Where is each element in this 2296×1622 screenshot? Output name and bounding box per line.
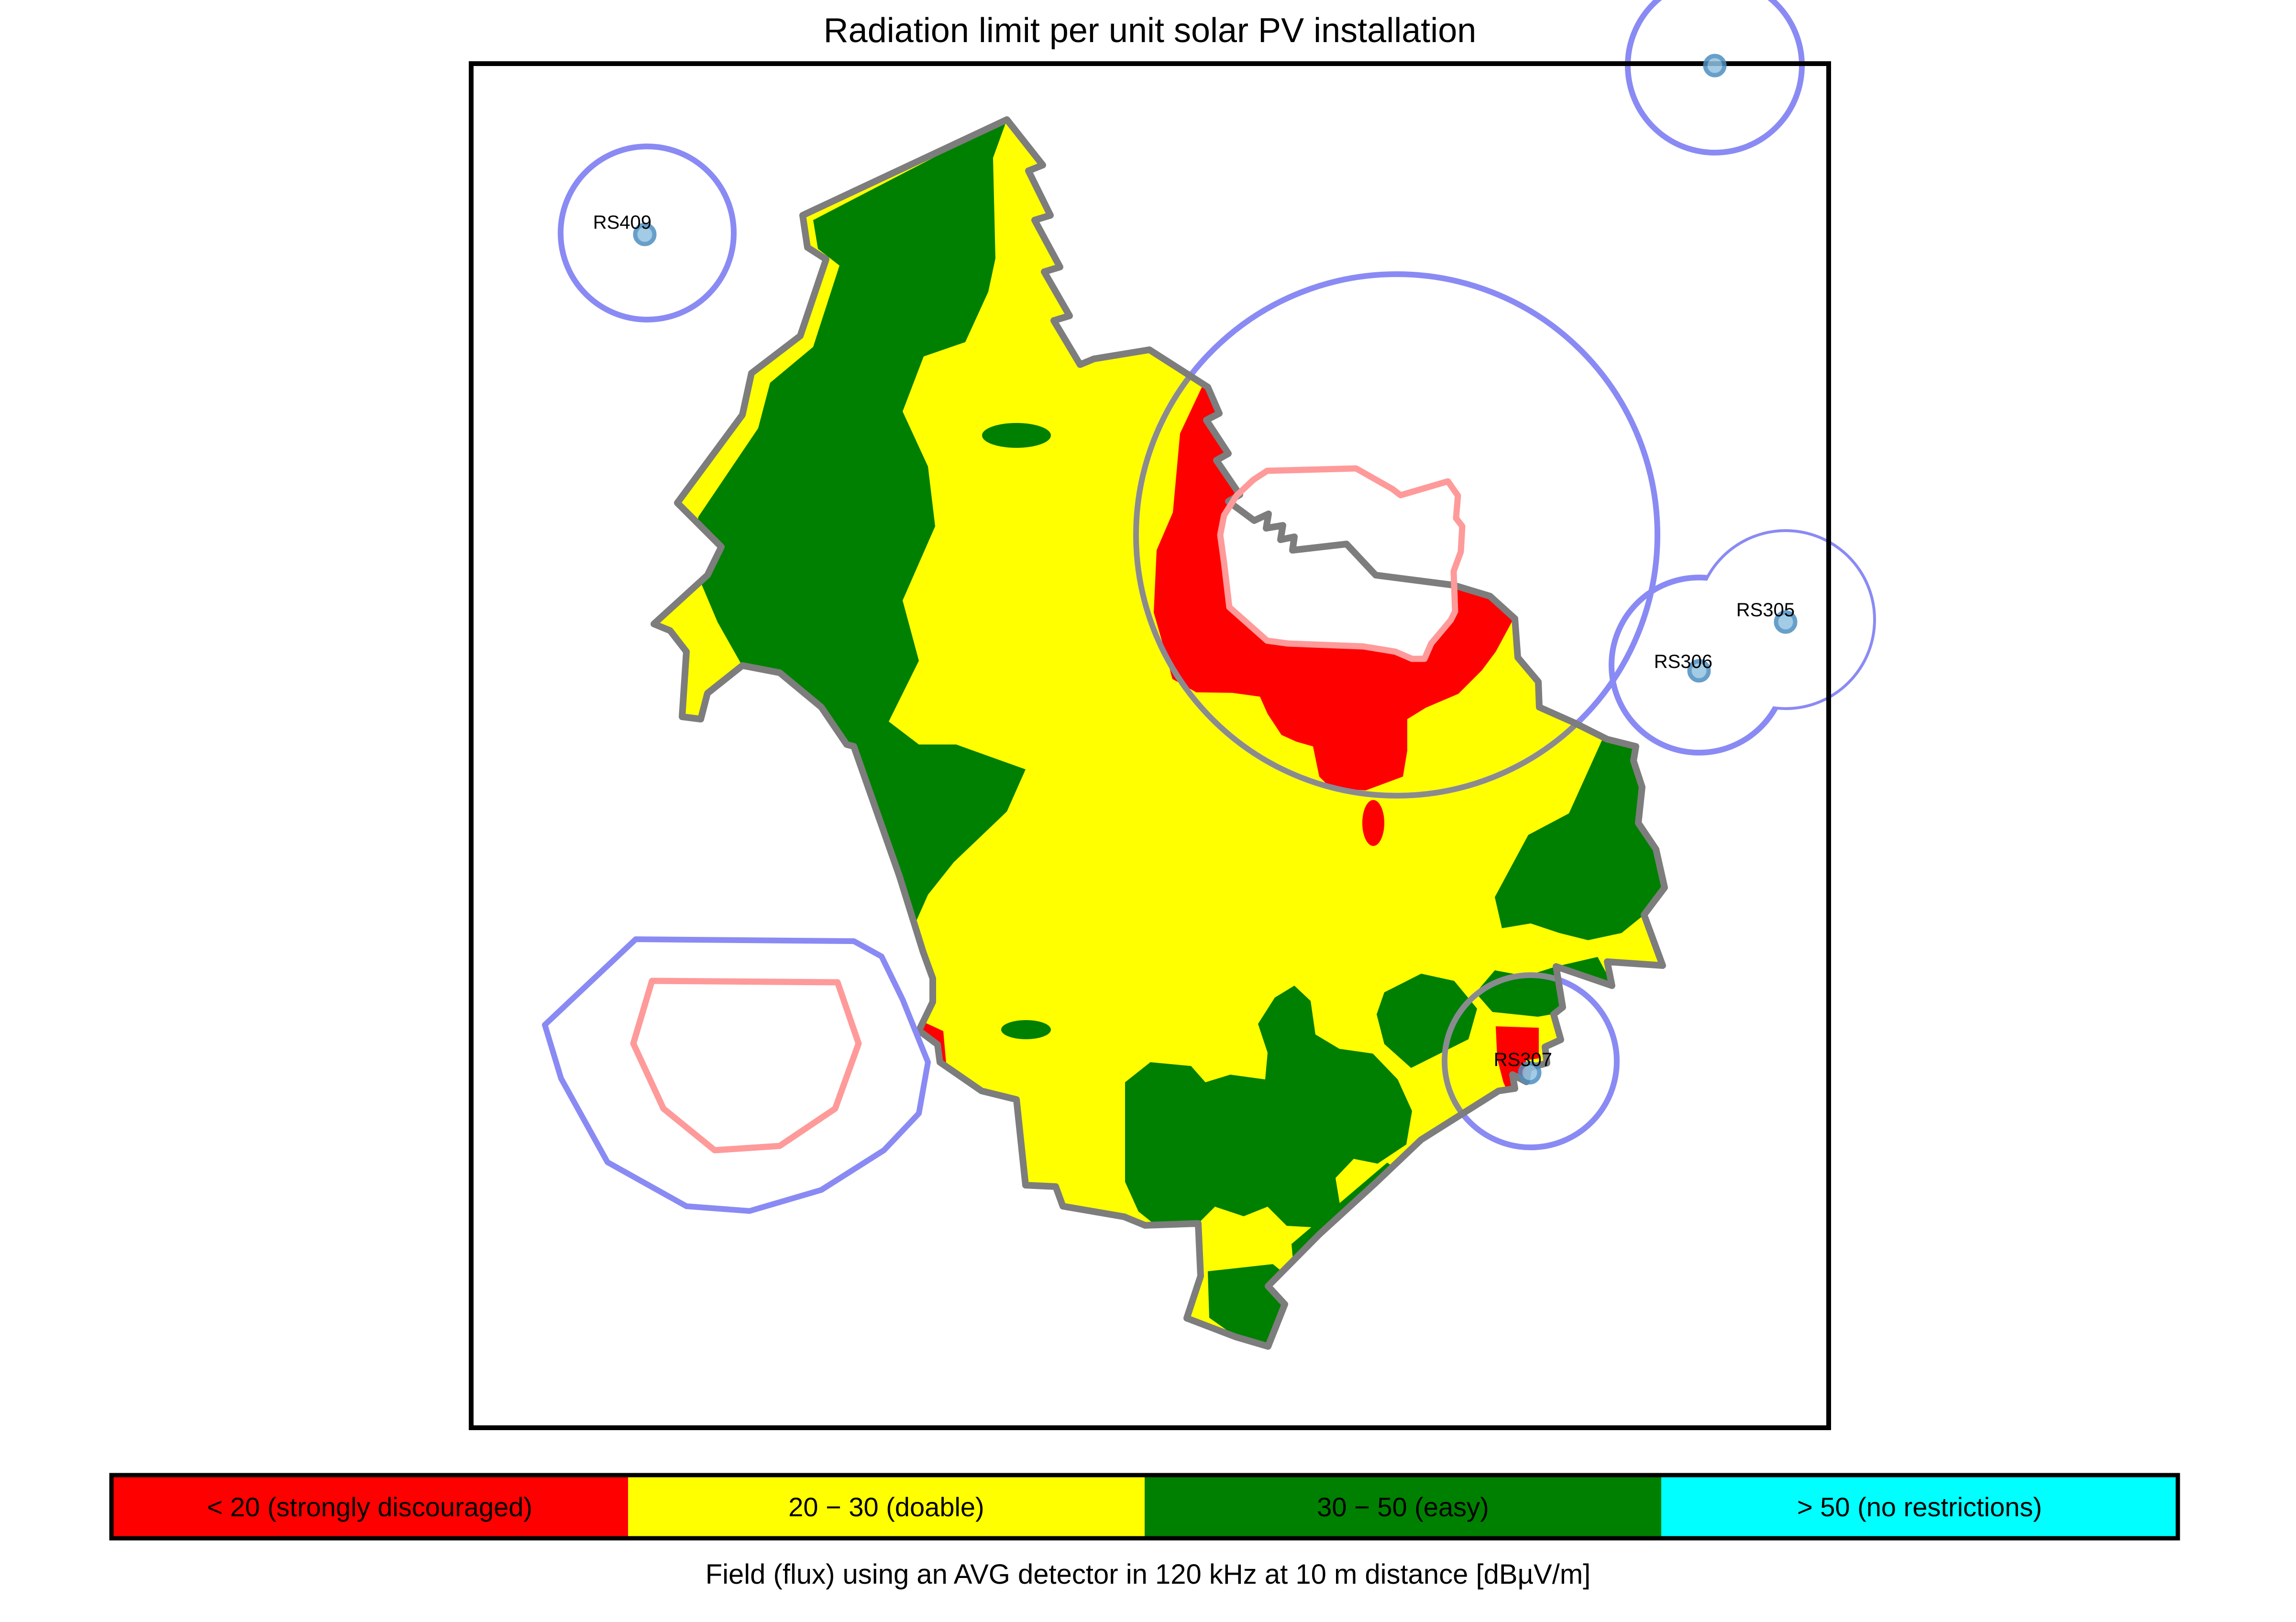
legend-border — [109, 1473, 2180, 1541]
easy-zone-islet-west — [1001, 1020, 1051, 1039]
rs409-protection-circle — [558, 144, 737, 322]
legend-swatch-discouraged — [111, 1475, 628, 1538]
figure-caption: Field (flux) using an AVG detector in 12… — [706, 1559, 1591, 1590]
rs306-station-dot — [1687, 659, 1711, 683]
restricted-area-contour — [1217, 465, 1466, 662]
legend: < 20 (strongly discouraged) 20 − 30 (doa… — [109, 1473, 2180, 1541]
discouraged-zone-teardrop — [1362, 800, 1384, 846]
rs307-station-dot — [1518, 1061, 1542, 1085]
legend-swatch-doable — [628, 1475, 1145, 1538]
legend-label-discouraged: < 20 (strongly discouraged) — [207, 1492, 532, 1522]
rs409-station-label: RS409 — [593, 212, 651, 233]
station-markers — [633, 54, 1798, 1085]
easy-zone-islet-north — [982, 423, 1051, 448]
rs409-station-dot — [633, 222, 657, 246]
legend-label-easy: 30 − 50 (easy) — [1317, 1492, 1489, 1522]
rs306-station-label: RS306 — [1654, 651, 1712, 672]
top-right-station-dot — [1703, 54, 1727, 78]
plot-frame — [469, 61, 1831, 1430]
easy-zone-west — [691, 120, 1026, 976]
rs305-station-label: RS305 — [1736, 600, 1795, 621]
legend-swatch-no-restrictions — [1661, 1475, 2178, 1538]
page-title: Radiation limit per unit solar PV instal… — [824, 11, 1477, 50]
zone-overlays — [691, 120, 1665, 1345]
rs305-station-dot — [1774, 610, 1798, 634]
legend-label-doable: 20 − 30 (doable) — [788, 1492, 984, 1522]
easy-zone-central — [1125, 986, 1412, 1231]
municipality-boundary — [651, 116, 1668, 1350]
rs307-station-label: RS307 — [1494, 1049, 1552, 1070]
easy-zone-ne-chain — [1495, 739, 1665, 940]
legend-label-no-restrictions: > 50 (no restrictions) — [1797, 1492, 2042, 1522]
easy-zone-rs307-west — [1377, 974, 1477, 1068]
southwest-inner-restricted-contour — [630, 978, 862, 1154]
legend-swatch-easy — [1145, 1475, 1661, 1538]
southwest-outer-protection-contour — [542, 936, 931, 1214]
